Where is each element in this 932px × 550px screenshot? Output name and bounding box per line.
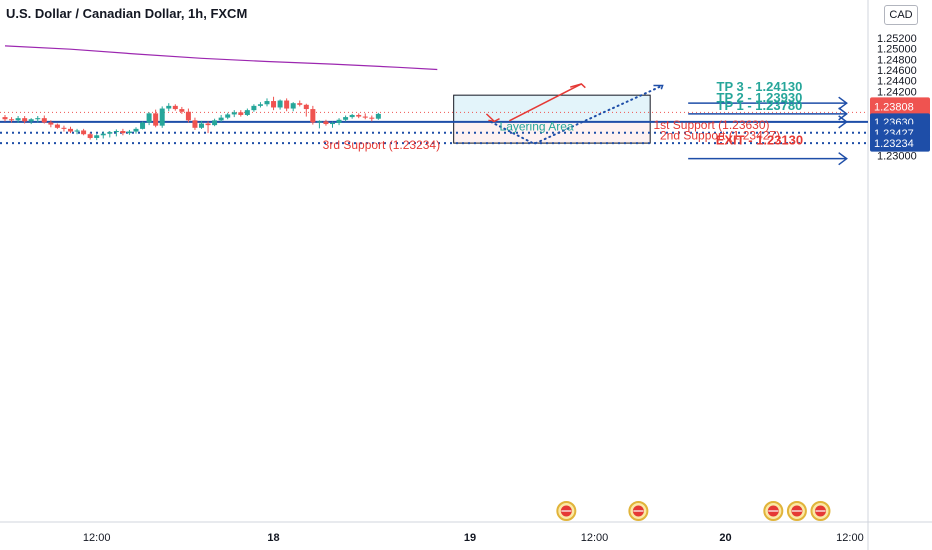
candle-body (48, 122, 54, 125)
candle-body (185, 111, 191, 121)
candle-body (310, 109, 316, 123)
candle-body (330, 122, 335, 125)
candle-body (54, 124, 60, 128)
candle-body (257, 104, 263, 106)
candle-body (199, 123, 204, 128)
candle-body (238, 112, 244, 115)
candle-body (94, 135, 100, 138)
candle-body (271, 101, 277, 108)
candle-body (251, 105, 257, 111)
candle-body (297, 103, 303, 105)
candle-body (369, 117, 375, 119)
breakout-arrow-line (509, 83, 582, 122)
candle-body (140, 122, 146, 129)
pullback-arrow-line (485, 113, 495, 122)
candle-body (192, 120, 198, 128)
candle-body (2, 117, 8, 120)
candle-body (336, 119, 342, 123)
annotation-3: 3rd Support (1.23234) (323, 138, 440, 152)
candle-body (375, 113, 381, 119)
y-tick-label: 1.24800 (877, 54, 917, 66)
chart-title: U.S. Dollar / Canadian Dollar, 1h, FXCM (6, 6, 248, 21)
candle-body (133, 128, 139, 132)
candle-body (81, 130, 87, 135)
candle-body (349, 114, 355, 118)
candle-body (68, 128, 73, 132)
target-arrow-head-4 (838, 152, 848, 166)
layering-path-arrow-line (490, 84, 664, 145)
y-tick-label: 1.25000 (877, 44, 917, 56)
candle-body (74, 130, 80, 132)
y-tick-label: 1.24200 (877, 86, 917, 98)
candle-body (41, 118, 47, 123)
annotation-1: 1st Support (1.23630) (653, 118, 769, 132)
target-label-4: EXIT - 1.23130 (716, 133, 803, 148)
target-arrow-head-1 (838, 96, 848, 110)
candle-body (120, 131, 126, 134)
candle-body (225, 114, 231, 118)
x-tick-label: 18 (267, 532, 279, 544)
annotation-4: Layering Area (500, 119, 574, 133)
candle-body (290, 103, 296, 109)
candle-body (205, 123, 211, 126)
candle-body (277, 100, 283, 108)
candle-body (362, 116, 368, 118)
candle-body (113, 131, 119, 133)
x-tick-label: 12:00 (581, 532, 609, 544)
candle-body (126, 131, 132, 134)
candle-body (22, 118, 28, 122)
breakout-arrow-head (570, 83, 586, 89)
y-tick-label: 1.24400 (877, 76, 917, 88)
x-tick-label: 12:00 (83, 532, 111, 544)
candle-body (146, 113, 152, 123)
candle-body (356, 114, 362, 117)
candle-body (244, 110, 250, 115)
candle-body (179, 109, 185, 112)
pullback-arrow-head (488, 118, 500, 123)
annotation-2: 2nd Support (1.23427) (660, 129, 780, 143)
candle-body (15, 118, 21, 121)
candle-body (35, 118, 41, 120)
candle-body (28, 119, 34, 122)
candle-body (264, 101, 270, 105)
candle-body (153, 113, 159, 126)
target-label-2: TP 2 - 1.23930 (717, 90, 803, 105)
layering-path-arrow-head (653, 84, 664, 90)
x-tick-label: 20 (719, 532, 731, 544)
candle-body (166, 105, 172, 109)
target-label-1: TP 3 - 1.24130 (717, 79, 803, 94)
currency-button[interactable]: CAD (884, 5, 918, 25)
x-tick-label: 19 (464, 532, 476, 544)
x-tick-label: 12:00 (836, 532, 864, 544)
candle-body (212, 120, 218, 126)
candle-body (87, 134, 93, 138)
support-price-tag-3-text: 1.23234 (874, 138, 914, 150)
moving-average-line (4, 45, 438, 71)
candle-body (100, 133, 106, 136)
y-tick-label: 1.24600 (877, 65, 917, 77)
candle-body (284, 100, 290, 109)
support-price-tag-3-box (870, 134, 930, 152)
candle-body (172, 105, 178, 110)
candle-body (323, 121, 329, 125)
candle-body (343, 117, 349, 120)
y-tick-label: 1.23000 (877, 151, 917, 163)
candle-body (9, 119, 15, 121)
candle-body (303, 104, 309, 110)
target-arrow-head-3 (838, 115, 848, 129)
target-label-3: TP 1 - 1.23780 (717, 98, 803, 113)
candle-body (231, 112, 237, 115)
current-price-tag-text: 1.23808 (874, 101, 914, 113)
candle-body (61, 127, 67, 129)
candle-body (107, 132, 113, 134)
y-tick-label: 1.25200 (877, 33, 917, 45)
candle-body (316, 121, 322, 123)
candle-body (218, 117, 224, 121)
candle-body (159, 108, 165, 126)
